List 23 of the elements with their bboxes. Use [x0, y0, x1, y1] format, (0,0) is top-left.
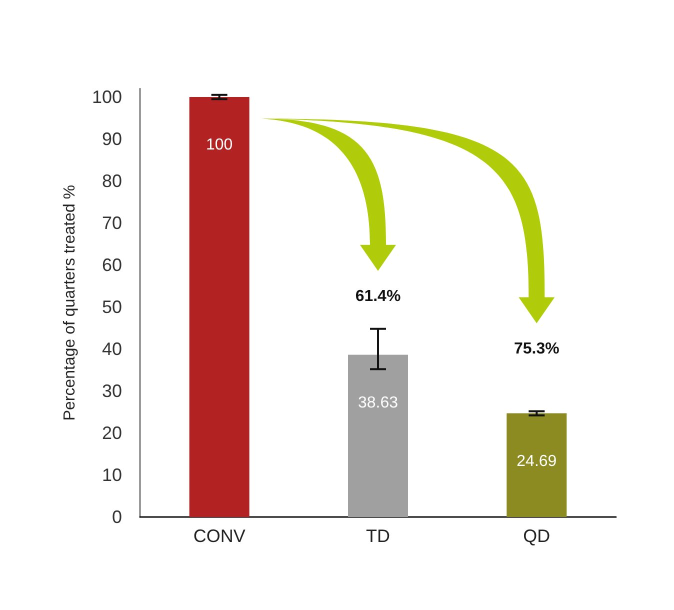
y-tick-label: 10: [102, 465, 122, 485]
bar: [348, 354, 408, 517]
data-label: 38.63: [358, 394, 398, 412]
data-label: 100: [206, 136, 233, 154]
bar: [506, 413, 567, 517]
bar: [189, 97, 250, 517]
y-tick-label: 80: [102, 171, 122, 191]
y-tick-label: 60: [102, 255, 122, 275]
x-tick-label: QD: [523, 526, 550, 546]
y-tick-label: 0: [112, 507, 122, 527]
y-tick-label: 40: [102, 339, 122, 359]
y-tick-label: 50: [102, 297, 122, 317]
y-tick-label: 70: [102, 213, 122, 233]
data-label: 24.69: [516, 452, 557, 470]
x-tick-label: TD: [366, 526, 390, 546]
y-axis-title: Percentage of quarters treated %: [62, 184, 78, 421]
annotation: 61.4%: [355, 288, 401, 306]
y-tick-label: 30: [102, 381, 122, 401]
x-tick-label: CONV: [193, 526, 246, 546]
y-tick-label: 90: [102, 129, 122, 149]
annotation: 75.3%: [514, 340, 560, 358]
y-tick-label: 20: [102, 423, 122, 443]
y-tick-label: 100: [92, 87, 122, 107]
